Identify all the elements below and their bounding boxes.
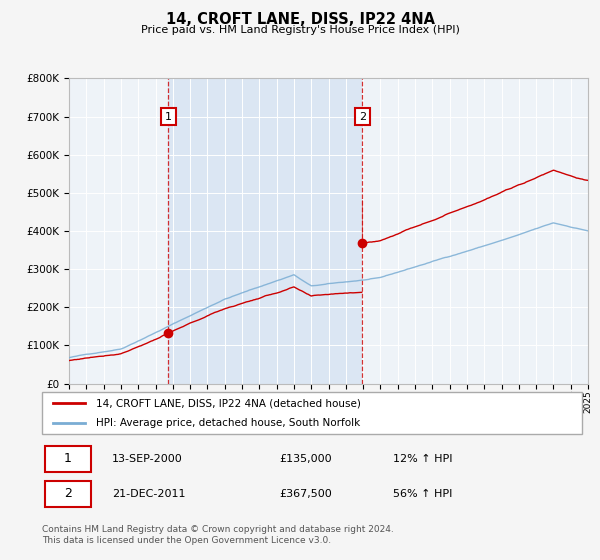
Bar	[169, 78, 362, 384]
Text: £135,000: £135,000	[280, 454, 332, 464]
Text: Contains HM Land Registry data © Crown copyright and database right 2024.
This d: Contains HM Land Registry data © Crown c…	[42, 525, 394, 545]
Text: 1: 1	[64, 452, 72, 465]
FancyBboxPatch shape	[45, 480, 91, 507]
Text: 56% ↑ HPI: 56% ↑ HPI	[393, 489, 452, 498]
Text: 14, CROFT LANE, DISS, IP22 4NA (detached house): 14, CROFT LANE, DISS, IP22 4NA (detached…	[96, 398, 361, 408]
Text: Price paid vs. HM Land Registry's House Price Index (HPI): Price paid vs. HM Land Registry's House …	[140, 25, 460, 35]
Text: 2: 2	[64, 487, 72, 500]
Text: 14, CROFT LANE, DISS, IP22 4NA: 14, CROFT LANE, DISS, IP22 4NA	[166, 12, 434, 27]
Text: HPI: Average price, detached house, South Norfolk: HPI: Average price, detached house, Sout…	[96, 418, 360, 428]
Text: 12% ↑ HPI: 12% ↑ HPI	[393, 454, 452, 464]
Text: 21-DEC-2011: 21-DEC-2011	[112, 489, 186, 498]
Text: 1: 1	[165, 111, 172, 122]
FancyBboxPatch shape	[45, 446, 91, 472]
Text: £367,500: £367,500	[280, 489, 332, 498]
Text: 13-SEP-2000: 13-SEP-2000	[112, 454, 183, 464]
Text: 2: 2	[359, 111, 366, 122]
